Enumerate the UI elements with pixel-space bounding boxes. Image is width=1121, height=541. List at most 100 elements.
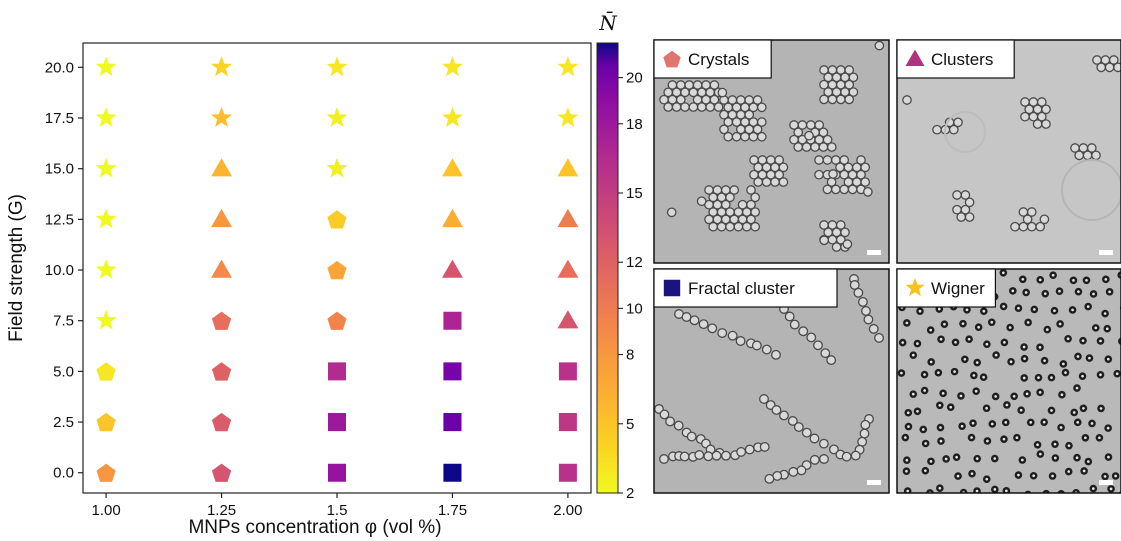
particle-core — [907, 425, 910, 428]
colorbar-tick-label: 20 — [626, 70, 643, 87]
marker-pentagon — [211, 362, 232, 381]
particle-core — [956, 474, 960, 478]
particle-core — [960, 424, 964, 428]
particle — [759, 394, 769, 404]
particle — [856, 169, 866, 180]
particle-core — [985, 477, 989, 481]
particle — [857, 296, 868, 307]
particle — [744, 444, 755, 455]
particle — [856, 155, 866, 165]
marker-star — [557, 56, 579, 77]
particle — [1010, 221, 1020, 232]
particle — [827, 94, 838, 105]
particle-core — [1005, 403, 1009, 407]
particle — [770, 177, 780, 187]
particle — [1036, 111, 1047, 122]
particle-core — [911, 392, 915, 396]
particle — [842, 239, 853, 249]
particle-core — [977, 325, 980, 329]
marker-star — [326, 56, 348, 77]
marker-square — [443, 413, 462, 432]
marker-star — [95, 259, 117, 279]
particle-core — [924, 442, 927, 445]
particle-core — [955, 455, 958, 459]
y-axis-ticks: 0.0 2.5 5.0 7.5 10.0 12.5 15.0 17.5 20.0 — [45, 59, 83, 482]
particle — [819, 235, 829, 246]
particle-core — [1053, 442, 1057, 446]
particle — [725, 221, 735, 232]
particle-core — [1077, 290, 1080, 294]
particle-core — [921, 428, 925, 431]
x-tick-label: 1.00 — [91, 502, 120, 519]
legend-marker-square — [663, 279, 681, 297]
particle — [717, 87, 728, 98]
y-tick-label: 5.0 — [53, 363, 74, 380]
particle-core — [911, 353, 915, 357]
particle — [681, 312, 692, 322]
particle — [1036, 97, 1047, 107]
particle-core — [1022, 345, 1026, 349]
particle-core — [1054, 456, 1057, 460]
marker-pentagon — [96, 412, 116, 432]
particle — [753, 177, 764, 187]
particle-core — [1067, 470, 1071, 473]
particle — [839, 184, 850, 195]
colorbar-tick-label: 10 — [626, 300, 643, 317]
particle — [725, 192, 735, 203]
particle — [820, 348, 831, 359]
particle-core — [1082, 469, 1086, 473]
particle — [847, 184, 858, 195]
particle-core — [1106, 357, 1110, 361]
marker-square — [443, 463, 462, 482]
marker-square — [558, 413, 577, 432]
particle-core — [1087, 460, 1090, 463]
particle — [744, 109, 755, 120]
particle-core — [929, 328, 933, 332]
particle — [723, 131, 734, 142]
particle — [689, 315, 700, 326]
x-tick-label: 1.75 — [438, 502, 467, 519]
particle-core — [963, 357, 967, 361]
particle — [675, 94, 686, 105]
particle — [698, 319, 709, 330]
particle-core — [1002, 271, 1005, 275]
particle — [1026, 221, 1037, 232]
particle — [707, 323, 718, 334]
particle-core — [1107, 455, 1110, 459]
marker-triangle — [557, 259, 579, 278]
particle — [733, 221, 744, 232]
particle-core — [1085, 278, 1088, 282]
particle — [804, 130, 814, 141]
particle-core — [1075, 456, 1079, 460]
marker-star — [442, 56, 463, 77]
particle-core — [975, 489, 979, 493]
colorbar-ticks: 2 5 8 10 12 15 18 20 — [618, 70, 643, 502]
scatter-plot: 1.00 1.25 1.5 1.75 2.00 0.0 2.5 5.0 7.5 10.0 12.5… — [6, 42, 592, 538]
particle — [716, 221, 727, 232]
particle-core — [923, 373, 926, 376]
marker-triangle — [442, 208, 463, 228]
particle-core — [975, 457, 979, 460]
particle — [844, 65, 855, 75]
particle — [764, 473, 775, 484]
marker-square — [558, 362, 577, 381]
particle-core — [1050, 409, 1053, 412]
particle — [1024, 490, 1032, 493]
particle-core — [918, 309, 922, 313]
marker-square — [443, 311, 462, 330]
particle — [1074, 150, 1085, 161]
marker-square — [328, 362, 346, 381]
particle-core — [905, 321, 909, 325]
x-tick-label: 2.00 — [553, 502, 582, 519]
particle — [778, 177, 789, 187]
particle-core — [1088, 356, 1091, 360]
particle-core — [974, 389, 978, 393]
particle-core — [1109, 487, 1113, 491]
particle-core — [1064, 371, 1067, 374]
particle — [731, 131, 742, 142]
marker-star — [95, 56, 117, 77]
particle-core — [994, 395, 997, 398]
particle-core — [938, 403, 942, 407]
particle-core — [993, 488, 997, 491]
particle — [1057, 489, 1065, 493]
